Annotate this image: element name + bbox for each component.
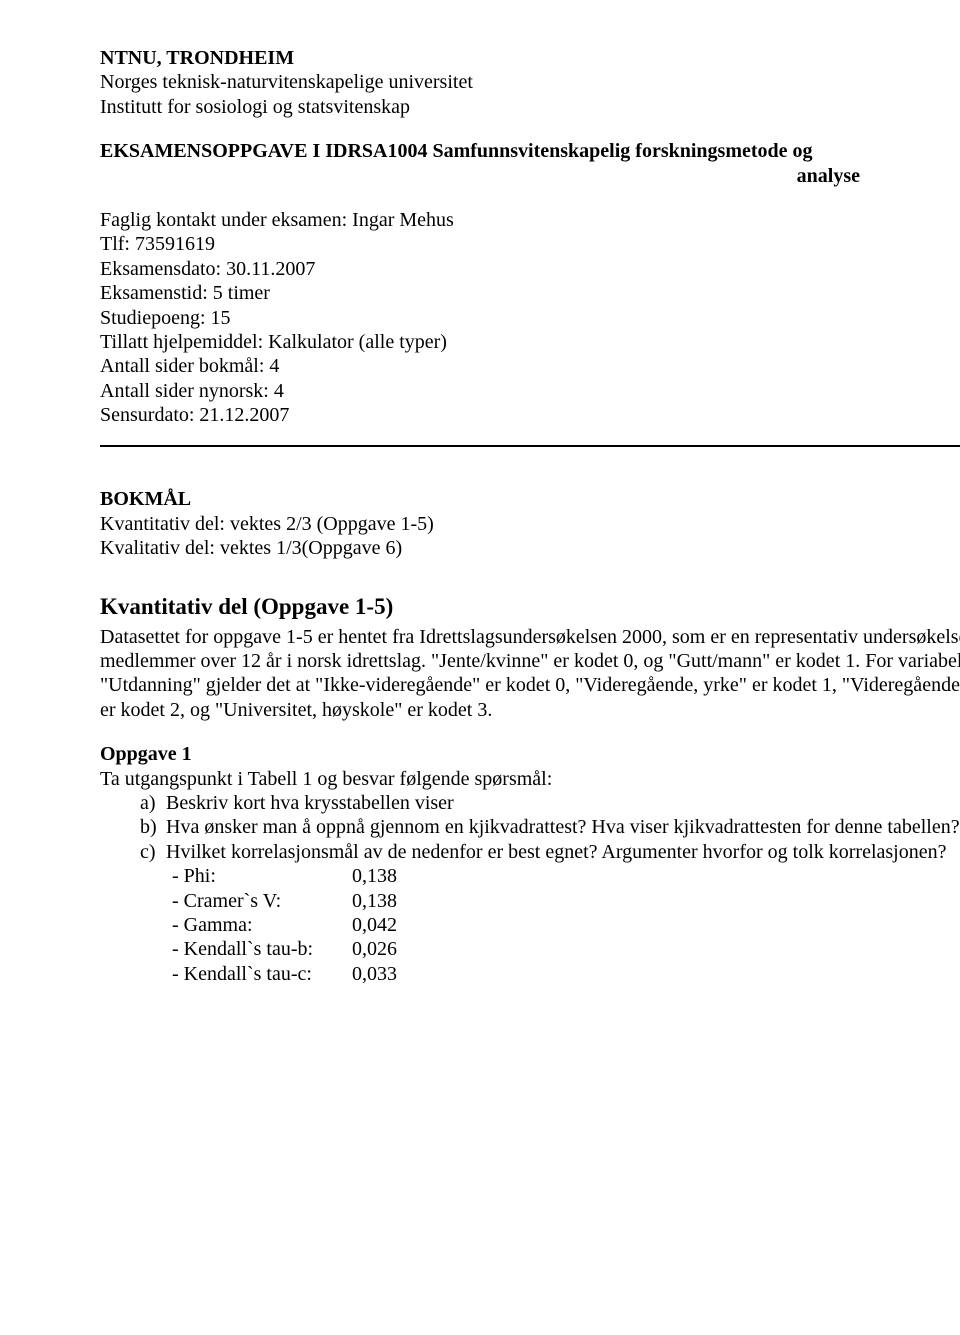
measure-value: 0,138: [352, 864, 397, 888]
task1-b: b) Hva ønsker man å oppnå gjennom en kji…: [140, 815, 960, 839]
task1-items: a) Beskriv kort hva krysstabellen viser …: [100, 791, 960, 986]
measure-label: - Cramer`s V:: [172, 889, 352, 913]
task1-a-marker: a): [140, 791, 166, 815]
measure-row: - Phi: 0,138: [172, 864, 960, 888]
measure-row: - Kendall`s tau-b: 0,026: [172, 937, 960, 961]
correlation-measures: - Phi: 0,138 - Cramer`s V: 0,138 - Gamma…: [140, 864, 960, 986]
exam-date: Eksamensdato: 30.11.2007: [100, 257, 960, 281]
dataset-description: Datasettet for oppgave 1-5 er hentet fra…: [100, 625, 960, 723]
institution: NTNU, TRONDHEIM: [100, 46, 960, 70]
university-name: Norges teknisk-naturvitenskapelige unive…: [100, 70, 960, 94]
task1-c: c) Hvilket korrelasjonsmål av de nedenfo…: [140, 840, 960, 864]
contact-info: Faglig kontakt under eksamen: Ingar Mehu…: [100, 208, 960, 232]
task1-b-marker: b): [140, 815, 166, 839]
task1-b-text: Hva ønsker man å oppnå gjennom en kjikva…: [166, 815, 960, 839]
divider: [100, 445, 960, 447]
quant-heading: Kvantitativ del (Oppgave 1-5): [100, 593, 960, 621]
measure-row: - Cramer`s V: 0,138: [172, 889, 960, 913]
measure-row: - Kendall`s tau-c: 0,033: [172, 962, 960, 986]
qual-weight: Kvalitativ del: vektes 1/3(Oppgave 6): [100, 536, 960, 560]
task1-intro: Ta utgangspunkt i Tabell 1 og besvar føl…: [100, 767, 960, 791]
phone-info: Tlf: 73591619: [100, 232, 960, 256]
pages-nynorsk: Antall sider nynorsk: 4: [100, 379, 960, 403]
measure-label: - Phi:: [172, 864, 352, 888]
measure-value: 0,042: [352, 913, 397, 937]
measure-value: 0,026: [352, 937, 397, 961]
exam-duration: Eksamenstid: 5 timer: [100, 281, 960, 305]
measure-label: - Gamma:: [172, 913, 352, 937]
task1-heading: Oppgave 1: [100, 742, 960, 766]
measure-value: 0,138: [352, 889, 397, 913]
pages-bokmal: Antall sider bokmål: 4: [100, 354, 960, 378]
quant-weight: Kvantitativ del: vektes 2/3 (Oppgave 1-5…: [100, 512, 960, 536]
task1-a-text: Beskriv kort hva krysstabellen viser: [166, 791, 960, 815]
censorship-date: Sensurdato: 21.12.2007: [100, 403, 960, 427]
institute-name: Institutt for sosiologi og statsvitenska…: [100, 95, 960, 119]
task1-a: a) Beskriv kort hva krysstabellen viser: [140, 791, 960, 815]
credits: Studiepoeng: 15: [100, 306, 960, 330]
measure-value: 0,033: [352, 962, 397, 986]
measure-label: - Kendall`s tau-b:: [172, 937, 352, 961]
exam-title-line2: analyse: [100, 164, 960, 188]
bokmal-label: BOKMÅL: [100, 487, 960, 511]
aids: Tillatt hjelpemiddel: Kalkulator (alle t…: [100, 330, 960, 354]
task1-c-marker: c): [140, 840, 166, 864]
measure-row: - Gamma: 0,042: [172, 913, 960, 937]
task1-c-text: Hvilket korrelasjonsmål av de nedenfor e…: [166, 840, 960, 864]
measure-label: - Kendall`s tau-c:: [172, 962, 352, 986]
exam-title-line1: EKSAMENSOPPGAVE I IDRSA1004 Samfunnsvite…: [100, 139, 960, 163]
